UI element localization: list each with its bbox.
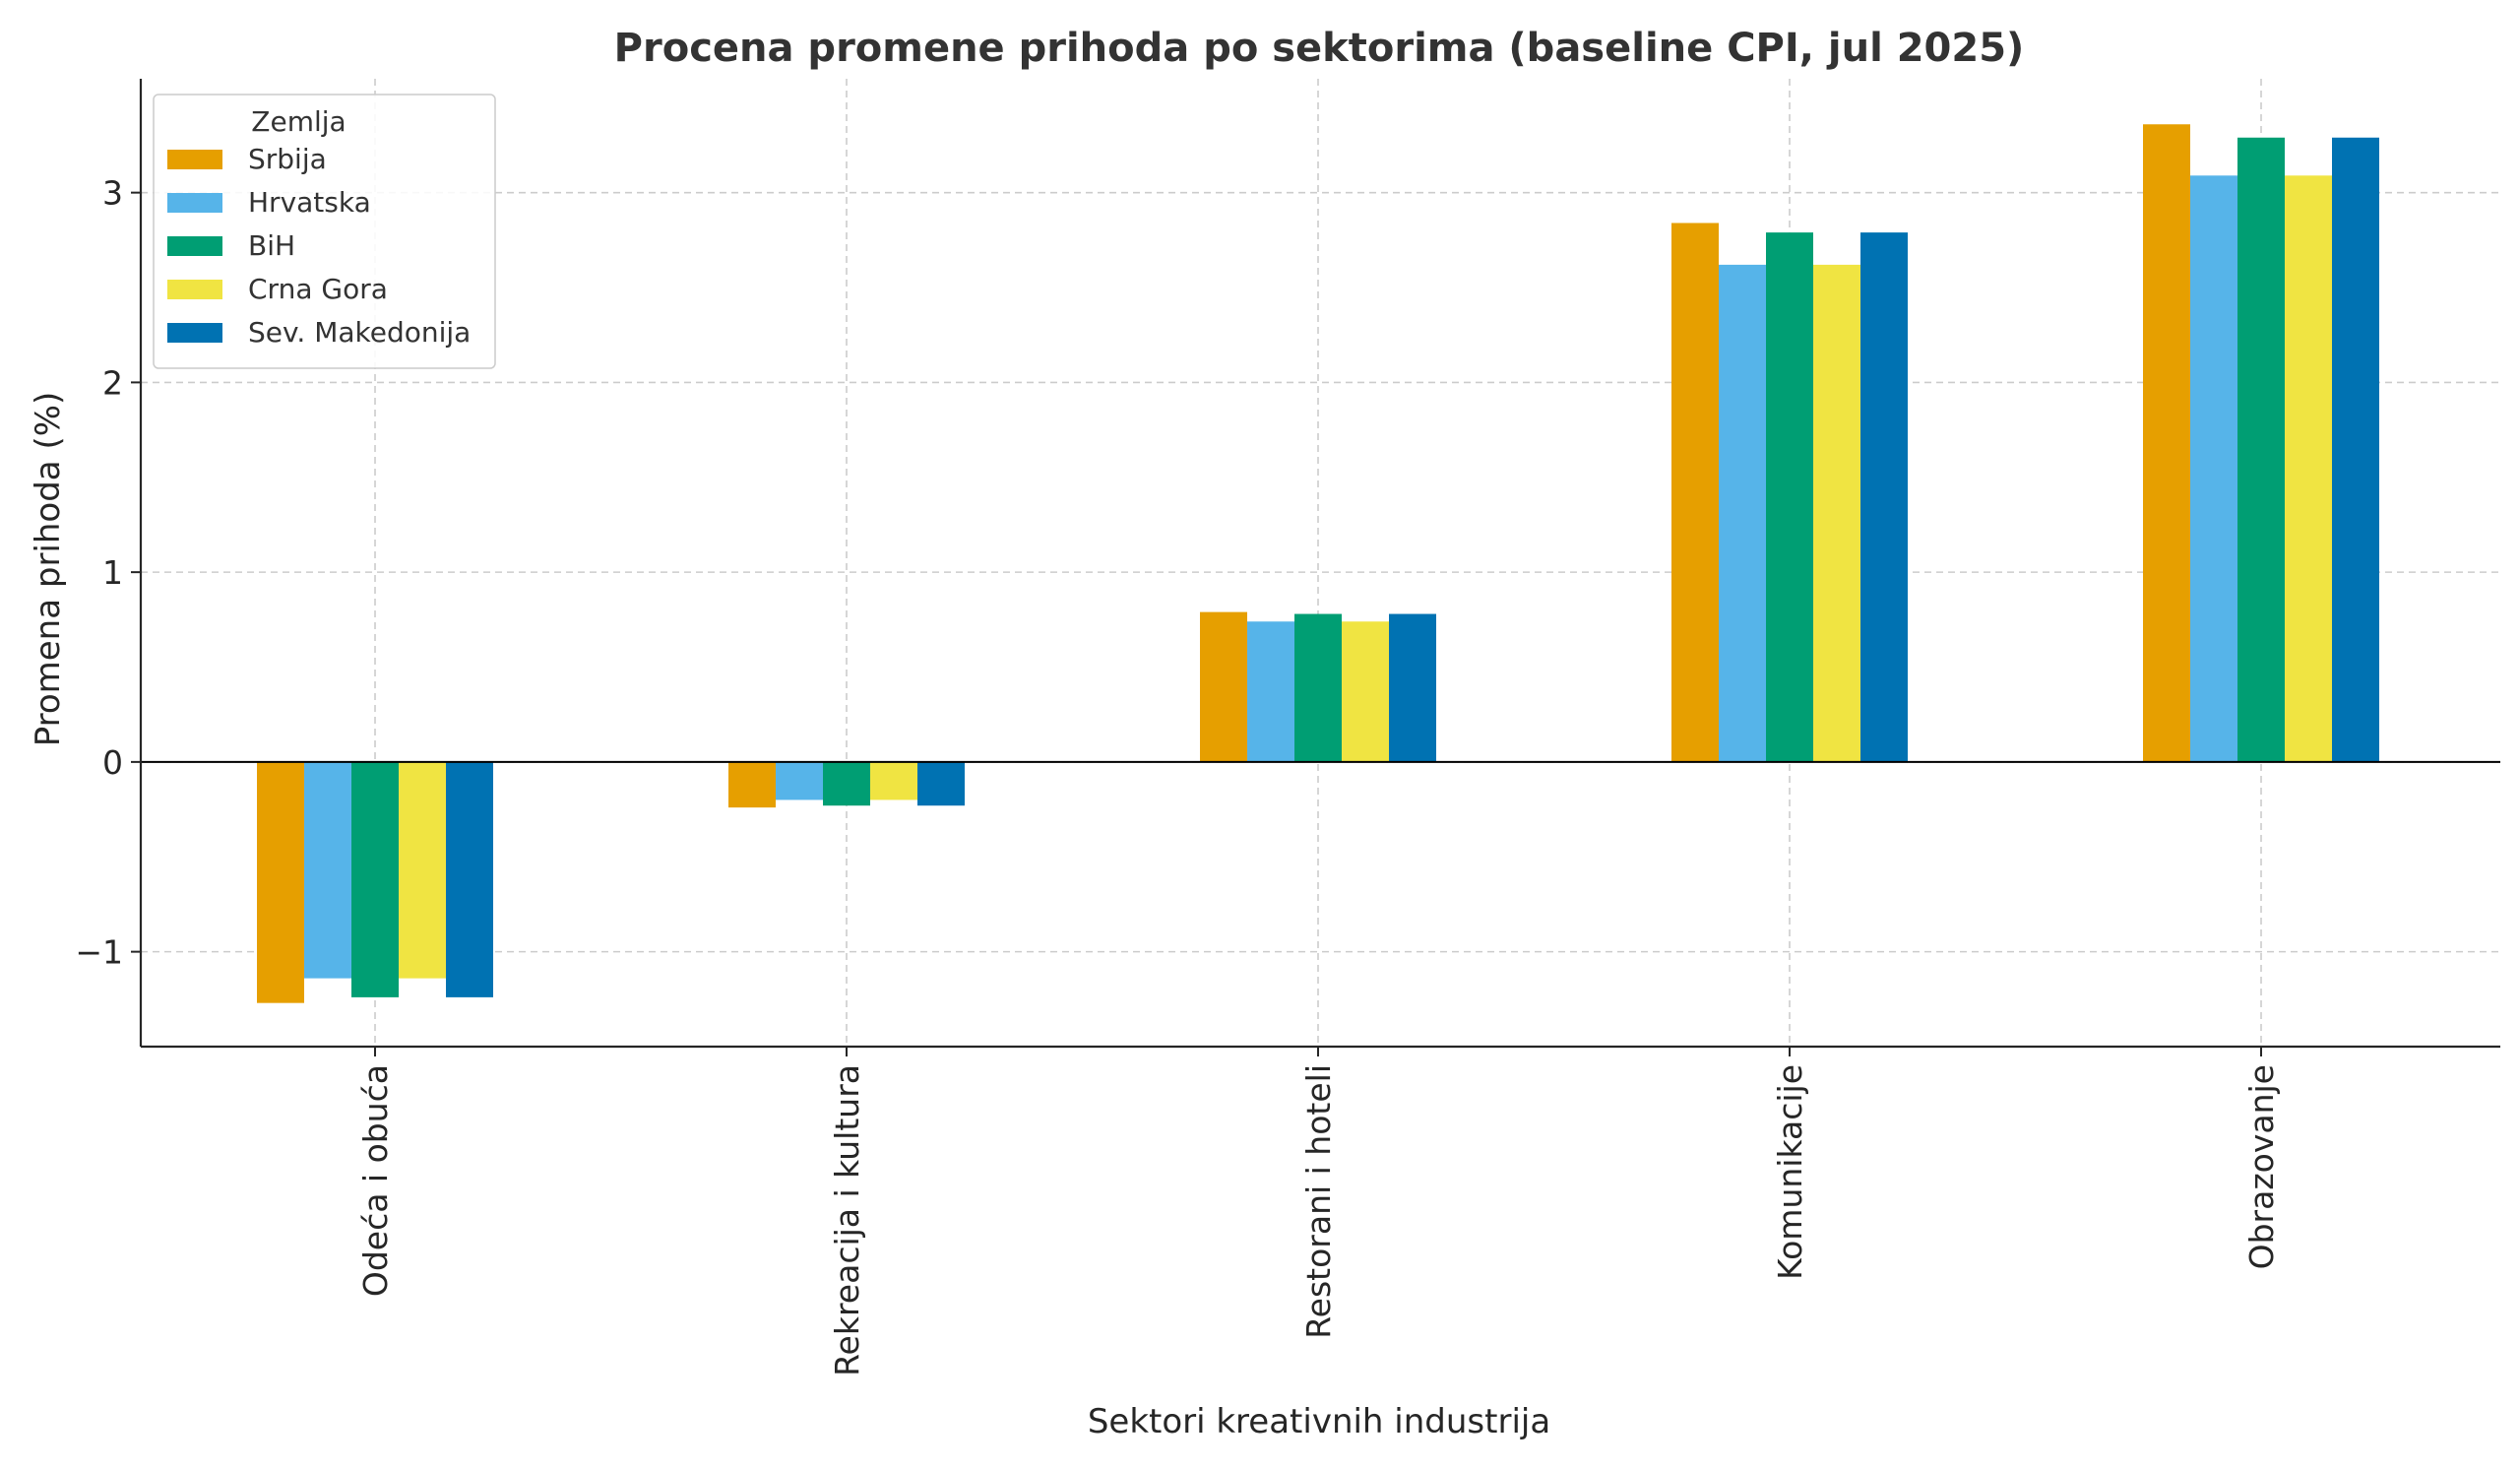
legend-label: Srbija <box>248 143 327 175</box>
x-tick-label: Komunikacije <box>1771 1064 1809 1280</box>
bar-bih-4: BiH — Obrazovanje: 3.29 <box>2237 137 2285 762</box>
bar-hrvatska-1: Hrvatska — Rekreacija i kultura: -0.2 <box>776 761 823 800</box>
y-tick-label: 1 <box>102 553 123 592</box>
x-axis-label: Sektori kreativnih industrija <box>1088 1402 1550 1441</box>
bar-sev-makedonija-3: Sev. Makedonija — Komunikacije: 2.79 <box>1860 232 1908 762</box>
tick-labels: −1 0 1 2 3 Odeća i obuća Rekreacija i kultura R… <box>75 174 2281 1376</box>
legend-label: Crna Gora <box>248 273 388 305</box>
bar-srbija-2: Srbija — Restorani i hoteli: 0.79 <box>1200 611 1247 762</box>
x-tick-label: Rekreacija i kultura <box>828 1064 866 1376</box>
y-tick-label: 3 <box>102 174 123 213</box>
bar-sev-makedonija-1: Sev. Makedonija — Rekreacija i kultura: … <box>917 761 965 806</box>
bar-hrvatska-3: Hrvatska — Komunikacije: 2.62 <box>1719 264 1766 762</box>
bar-srbija-4: Srbija — Obrazovanje: 3.36 <box>2143 124 2190 762</box>
bar-bih-3: BiH — Komunikacije: 2.79 <box>1766 232 1813 762</box>
bar-crna-gora-3: Crna Gora — Komunikacije: 2.62 <box>1813 264 1860 762</box>
x-tick-label: Obrazovanje <box>2242 1064 2281 1269</box>
axes <box>131 79 2500 1056</box>
y-tick-label: −1 <box>75 933 123 972</box>
legend-box <box>153 94 496 369</box>
bar-bih-0: BiH — Odeća i obuća: -1.24 <box>351 761 399 997</box>
legend: Zemlja Srbija Hrvatska BiH Crna Gora Sev. Mak… <box>153 94 496 369</box>
legend-label: BiH <box>248 229 295 262</box>
legend-swatch <box>167 280 222 299</box>
y-axis-label: Promena prihoda (%) <box>29 392 68 747</box>
x-tick-label: Restorani i hoteli <box>1299 1064 1338 1339</box>
bar-hrvatska-2: Hrvatska — Restorani i hoteli: 0.74 <box>1247 621 1294 762</box>
bars: Srbija — Odeća i obuća: -1.27 Srbija — Re… <box>257 124 2379 1003</box>
bar-srbija-1: Srbija — Rekreacija i kultura: -0.24 <box>728 761 776 808</box>
bar-hrvatska-4: Hrvatska — Obrazovanje: 3.09 <box>2190 175 2237 762</box>
bar-hrvatska-0: Hrvatska — Odeća i obuća: -1.14 <box>304 761 351 979</box>
legend-label: Hrvatska <box>248 186 371 219</box>
bar-sev-makedonija-4: Sev. Makedonija — Obrazovanje: 3.29 <box>2332 137 2379 762</box>
bar-sev-makedonija-0: Sev. Makedonija — Odeća i obuća: -1.24 <box>446 761 493 997</box>
bar-bih-2: BiH — Restorani i hoteli: 0.78 <box>1294 613 1342 762</box>
bar-crna-gora-0: Crna Gora — Odeća i obuća: -1.14 <box>399 761 446 979</box>
legend-swatch <box>167 193 222 213</box>
chart-title: Procena promene prihoda po sektorima (ba… <box>614 26 2025 71</box>
bar-srbija-0: Srbija — Odeća i obuća: -1.27 <box>257 761 304 1003</box>
bar-crna-gora-4: Crna Gora — Obrazovanje: 3.09 <box>2285 175 2332 762</box>
x-tick-label: Odeća i obuća <box>356 1064 395 1297</box>
legend-label: Sev. Makedonija <box>248 316 471 349</box>
bar-crna-gora-2: Crna Gora — Restorani i hoteli: 0.74 <box>1342 621 1389 762</box>
legend-title: Zemlja <box>251 105 346 138</box>
legend-swatch <box>167 150 222 169</box>
y-tick-label: 2 <box>102 363 123 402</box>
bar-crna-gora-1: Crna Gora — Rekreacija i kultura: -0.2 <box>870 761 917 800</box>
bar-srbija-3: Srbija — Komunikacije: 2.84 <box>1671 223 1719 762</box>
bar-sev-makedonija-2: Sev. Makedonija — Restorani i hoteli: 0.… <box>1389 613 1436 762</box>
legend-swatch <box>167 236 222 256</box>
legend-swatch <box>167 323 222 343</box>
y-tick-label: 0 <box>102 743 123 782</box>
bar-bih-1: BiH — Rekreacija i kultura: -0.23 <box>823 761 870 806</box>
